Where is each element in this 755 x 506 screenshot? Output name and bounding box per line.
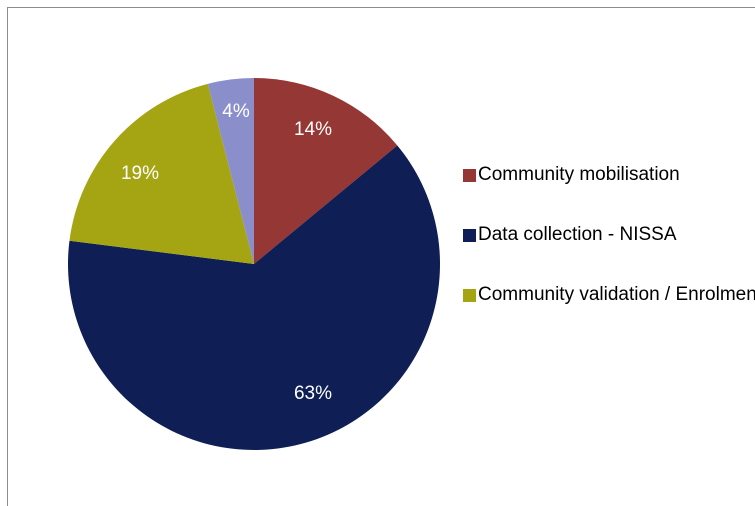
pie-slice [207, 78, 254, 264]
slice-data-label: 14% [294, 119, 332, 140]
legend-item-community-validation: Community validation / Enrolment [460, 282, 755, 342]
legend-item-data-collection: Data collection - NISSA [460, 222, 755, 282]
pie-slice [67, 145, 441, 451]
legend-label: Data collection - NISSA [478, 224, 677, 245]
slice-data-label: 4% [222, 101, 250, 122]
pie-slice [254, 78, 398, 264]
legend-label: Community mobilisation [478, 164, 680, 185]
legend-label: Community validation / Enrolment [478, 284, 755, 305]
slice-data-label: 63% [294, 383, 332, 404]
legend-swatch [463, 169, 476, 182]
legend-item-community-mobilisation: Community mobilisation [460, 162, 755, 222]
legend-swatch [463, 289, 476, 302]
legend-swatch [463, 229, 476, 242]
pie-slice [69, 83, 254, 264]
slice-data-label: 19% [121, 163, 159, 184]
legend: Community mobilisation Data collection -… [460, 162, 755, 342]
